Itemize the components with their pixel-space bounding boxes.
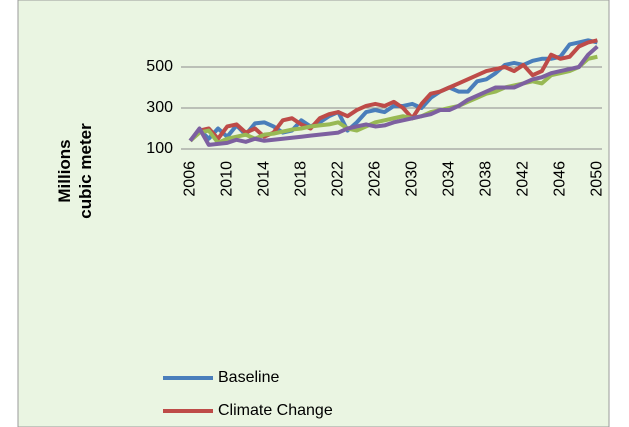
x-tick-label: 2018 bbox=[293, 161, 310, 197]
x-tick-label: 2014 bbox=[255, 161, 272, 197]
data-line bbox=[188, 45, 599, 147]
x-tick-label: 2034 bbox=[441, 161, 458, 197]
x-tick-label: 2022 bbox=[330, 161, 347, 197]
x-tick-label: 2050 bbox=[589, 161, 606, 197]
x-tick-label: 2006 bbox=[181, 161, 198, 197]
legend-label: Baseline bbox=[218, 369, 279, 386]
y-tick-label: 500 bbox=[146, 58, 173, 75]
x-tick-label: 2046 bbox=[552, 161, 569, 197]
legend-label: Climate Change bbox=[218, 402, 333, 419]
data-line bbox=[188, 38, 598, 143]
x-tick-label: 2010 bbox=[218, 161, 235, 197]
x-tick-label: 2026 bbox=[367, 161, 384, 197]
x-tick-label: 2030 bbox=[404, 161, 421, 197]
y-tick-label: 300 bbox=[146, 99, 173, 116]
x-tick-label: 2038 bbox=[478, 161, 495, 197]
data-line bbox=[188, 38, 598, 143]
x-tick-label: 2042 bbox=[515, 161, 532, 197]
y-axis-title: Millions cubic meter bbox=[55, 123, 95, 219]
y-tick-label: 100 bbox=[146, 140, 173, 157]
